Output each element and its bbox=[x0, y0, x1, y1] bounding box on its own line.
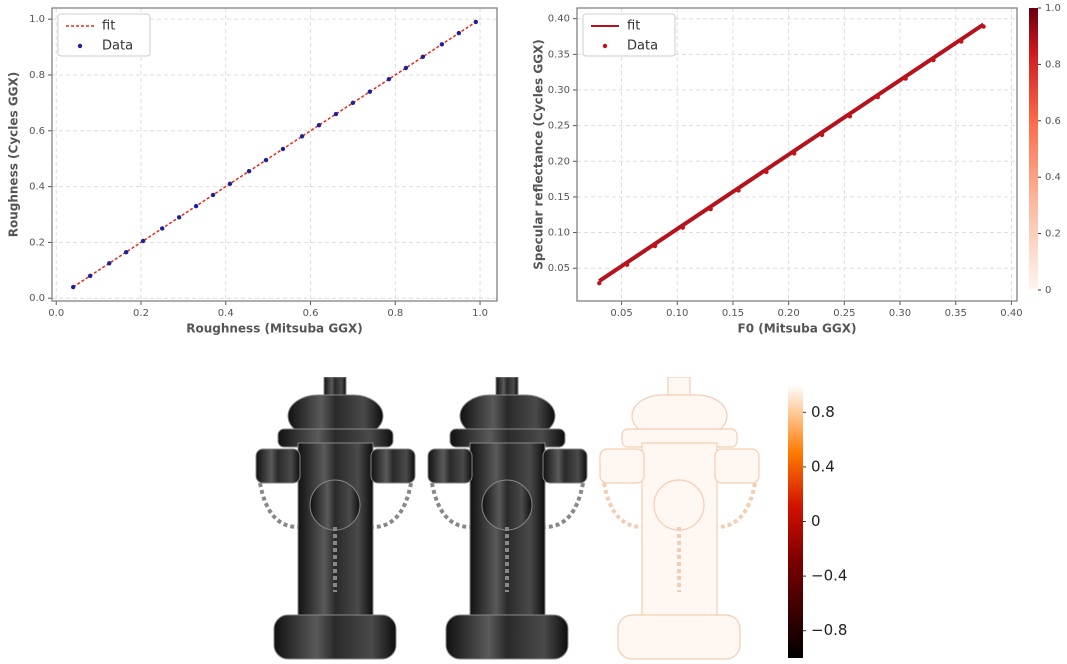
x-tick-label: 0.35 bbox=[945, 308, 967, 319]
colorbar-tick-label: 0.8 bbox=[811, 403, 835, 421]
y-tick-label: 0.30 bbox=[548, 85, 570, 96]
data-point bbox=[193, 203, 199, 209]
legend-label: fit bbox=[102, 19, 115, 34]
legend-label: Data bbox=[627, 39, 658, 54]
data-point bbox=[316, 123, 322, 128]
y-tick-label: 0.35 bbox=[548, 49, 570, 60]
y-tick-label: 0.40 bbox=[548, 14, 570, 25]
data-point bbox=[403, 65, 409, 71]
x-tick-label: 0.6 bbox=[303, 308, 319, 319]
data-point bbox=[456, 30, 462, 36]
y-tick-label: 0.25 bbox=[548, 121, 570, 132]
y-axis-label: Roughness (Cycles GGX) bbox=[7, 72, 21, 238]
data-point bbox=[87, 273, 93, 279]
plot-frame bbox=[576, 7, 1018, 302]
data-point bbox=[123, 249, 129, 255]
x-tick-label: 1.0 bbox=[472, 308, 488, 319]
data-point bbox=[386, 76, 392, 82]
data-point bbox=[246, 169, 252, 174]
colorbar bbox=[788, 385, 803, 658]
y-tick-label: 0.20 bbox=[548, 156, 570, 167]
legend-swatch bbox=[602, 43, 608, 49]
x-tick-label: 0.20 bbox=[778, 308, 800, 319]
y-tick-label: 0.2 bbox=[29, 237, 45, 248]
x-tick-label: 0.40 bbox=[1000, 308, 1022, 319]
data-point bbox=[875, 94, 880, 100]
hydrant-images bbox=[254, 377, 761, 661]
y-tick-label: 0.4 bbox=[29, 182, 45, 193]
colorbar-tick-label: 1.0 bbox=[1045, 3, 1061, 14]
data-point bbox=[473, 19, 479, 25]
data-point bbox=[624, 262, 630, 267]
colorbar-tick-label: −0.4 bbox=[811, 567, 847, 585]
y-tick-label: 0.15 bbox=[548, 192, 570, 203]
data-point bbox=[819, 132, 825, 138]
data-point bbox=[736, 188, 741, 193]
data-point bbox=[981, 24, 986, 29]
x-tick-label: 0.8 bbox=[387, 308, 403, 319]
data-point bbox=[680, 225, 686, 230]
y-tick-label: 0.10 bbox=[548, 228, 570, 239]
data-point bbox=[350, 100, 356, 106]
data-point bbox=[210, 192, 216, 198]
data-point bbox=[439, 42, 445, 47]
colorbar bbox=[1029, 8, 1038, 290]
data-point bbox=[597, 280, 602, 286]
colorbar-tick-label: 0.4 bbox=[1045, 172, 1061, 183]
x-tick-label: 0.2 bbox=[133, 308, 149, 319]
data-point bbox=[176, 215, 182, 220]
fit-line bbox=[72, 21, 477, 288]
render-cycles bbox=[426, 377, 589, 661]
data-point bbox=[792, 151, 797, 156]
data-point bbox=[70, 284, 76, 290]
data-point bbox=[420, 54, 426, 60]
data-point bbox=[764, 169, 769, 175]
colorbar-tick-label: 0 bbox=[1045, 285, 1051, 296]
data-point bbox=[903, 76, 908, 81]
y-axis-label: Specular reflectance (Cycles GGX) bbox=[532, 39, 546, 270]
data-point bbox=[333, 111, 339, 117]
colorbar-tick-label: 0.8 bbox=[1045, 59, 1061, 70]
data-point bbox=[107, 261, 112, 266]
y-tick-label: 0.6 bbox=[29, 126, 45, 137]
data-point bbox=[263, 157, 269, 163]
data-point bbox=[159, 226, 165, 231]
x-tick-label: 0.4 bbox=[218, 308, 234, 319]
x-tick-label: 0.25 bbox=[833, 308, 855, 319]
render-mitsuba bbox=[254, 377, 417, 661]
colorbar-tick-label: 0.2 bbox=[1045, 229, 1061, 240]
x-axis-label: F0 (Mitsuba GGX) bbox=[738, 322, 857, 336]
colorbar-tick-label: 0.4 bbox=[811, 457, 835, 475]
fit-line bbox=[598, 22, 985, 283]
colorbar-tick-label: 0 bbox=[811, 512, 821, 530]
data-point bbox=[367, 89, 373, 94]
data-point bbox=[847, 114, 853, 119]
data-point bbox=[931, 57, 936, 63]
x-tick-label: 0.10 bbox=[666, 308, 688, 319]
x-tick-label: 0.15 bbox=[722, 308, 744, 319]
y-tick-label: 0.05 bbox=[548, 263, 570, 274]
data-point bbox=[280, 146, 286, 152]
x-tick-label: 0.0 bbox=[48, 308, 64, 319]
plot-frame bbox=[51, 7, 498, 302]
data-point bbox=[140, 238, 146, 244]
colorbar-tick-label: 0.6 bbox=[1045, 116, 1061, 127]
difference-image bbox=[598, 377, 761, 661]
y-tick-label: 0.8 bbox=[29, 70, 45, 81]
data-point bbox=[959, 39, 964, 44]
data-point bbox=[708, 206, 713, 212]
legend-label: Data bbox=[102, 39, 133, 54]
legend-swatch bbox=[77, 43, 83, 49]
data-point bbox=[652, 243, 658, 249]
x-axis-label: Roughness (Mitsuba GGX) bbox=[186, 322, 363, 336]
data-point bbox=[227, 181, 233, 186]
colorbar-tick-label: −0.8 bbox=[811, 621, 847, 639]
data-point bbox=[299, 134, 305, 139]
legend-label: fit bbox=[627, 19, 640, 34]
x-tick-label: 0.30 bbox=[889, 308, 911, 319]
x-tick-label: 0.05 bbox=[610, 308, 632, 319]
y-tick-label: 1.0 bbox=[29, 14, 45, 25]
y-tick-label: 0.0 bbox=[29, 293, 45, 304]
